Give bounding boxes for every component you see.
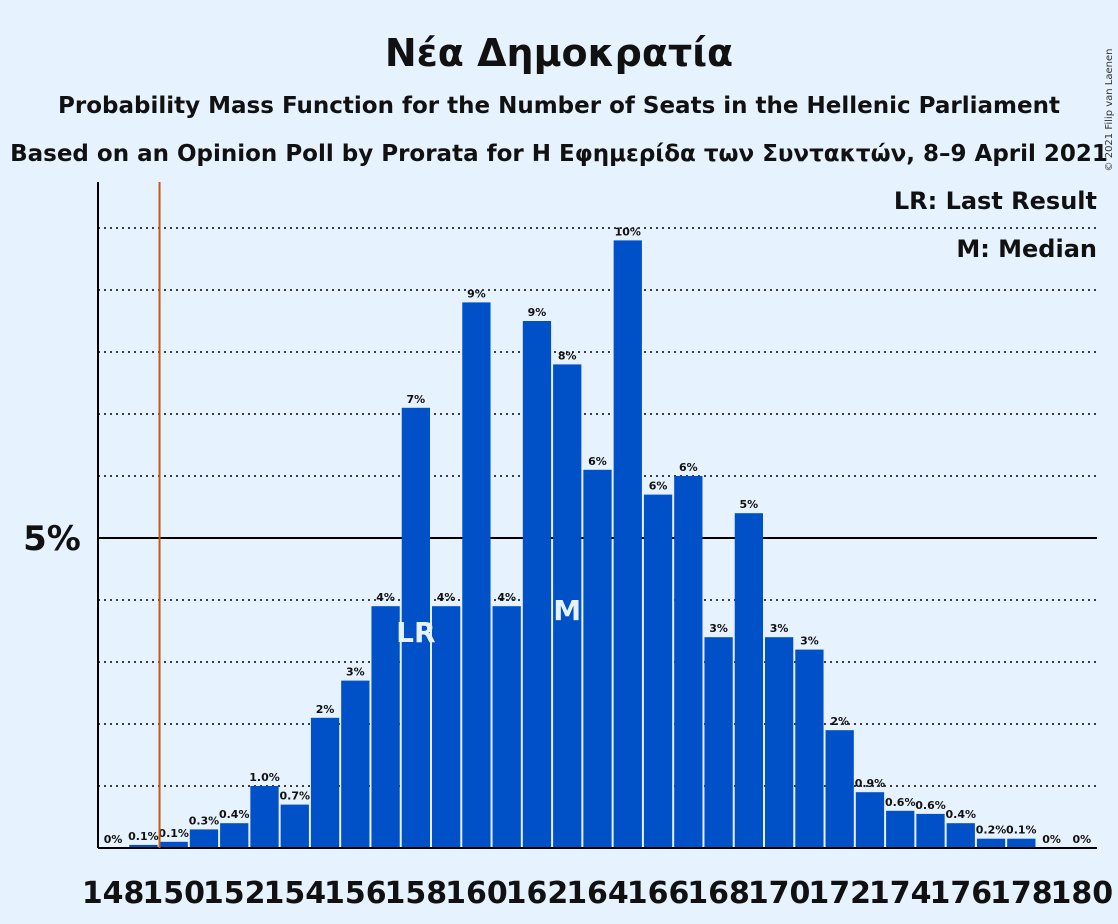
bar-170	[765, 637, 794, 848]
data-label-168: 3%	[709, 622, 728, 635]
bar-163	[553, 364, 582, 848]
bar-150	[159, 841, 188, 848]
x-tick-176: 176	[929, 876, 992, 911]
data-label-154: 0.7%	[280, 790, 311, 803]
bar-165	[613, 240, 642, 848]
bar-156	[341, 680, 370, 848]
x-tick-156: 156	[324, 876, 387, 911]
bar-166	[643, 494, 673, 848]
data-label-148: 0%	[104, 833, 123, 846]
bar-152	[220, 823, 249, 848]
data-label-173: 0.9%	[855, 777, 886, 790]
x-tick-152: 152	[203, 876, 266, 911]
data-label-179: 0%	[1042, 833, 1061, 846]
chart-subtitle-poll: Based on an Opinion Poll by Prorata for …	[10, 141, 1108, 167]
x-tick-158: 158	[385, 876, 448, 911]
x-tick-174: 174	[869, 876, 932, 911]
legend-median: M: Median	[956, 235, 1097, 263]
x-tick-180: 180	[1051, 876, 1114, 911]
chart-subtitle: Probability Mass Function for the Number…	[58, 93, 1060, 119]
bar-164	[583, 469, 612, 848]
bar-167	[674, 476, 703, 848]
x-tick-labels: 1481501521541561581601621641661681701721…	[82, 876, 1113, 911]
markers: LR M	[396, 594, 581, 649]
x-tick-150: 150	[142, 876, 205, 911]
data-label-176: 0.4%	[946, 808, 977, 821]
data-label-152: 0.4%	[219, 808, 250, 821]
bar-177	[976, 838, 1006, 848]
data-label-153: 1.0%	[249, 771, 280, 784]
data-label-162: 9%	[528, 306, 547, 319]
bars	[129, 240, 1036, 848]
bar-178	[1007, 838, 1036, 848]
y-tick-label: 5%	[23, 519, 81, 559]
data-label-166: 6%	[649, 480, 668, 493]
x-tick-166: 166	[627, 876, 690, 911]
data-label-175: 0.6%	[915, 799, 946, 812]
x-tick-170: 170	[748, 876, 811, 911]
data-labels: 0% 0.1% 0.1%0.3% 0.4%1.0%0.7%2%3%4%7%4%9%4%…	[104, 225, 1091, 846]
data-label-163: 8%	[558, 349, 577, 362]
last-result-marker: LR	[396, 616, 435, 649]
data-label-180: 0%	[1073, 833, 1092, 846]
median-marker: M	[553, 594, 581, 627]
bar-157	[371, 606, 400, 848]
x-tick-172: 172	[808, 876, 871, 911]
data-label-178: 0.1%	[1006, 824, 1037, 837]
bar-168	[704, 637, 733, 848]
bar-176	[946, 823, 975, 848]
bar-173	[855, 792, 885, 848]
axes	[97, 182, 1097, 849]
x-tick-168: 168	[687, 876, 750, 911]
data-label-174: 0.6%	[885, 796, 916, 809]
data-label-151: 0.3%	[189, 814, 220, 827]
data-label-158: 7%	[407, 393, 426, 406]
bar-149	[129, 844, 158, 848]
bar-160	[462, 302, 491, 848]
data-label-156: 3%	[346, 666, 365, 679]
data-label-150: 0.1%	[158, 827, 189, 840]
data-label-160: 9%	[467, 287, 486, 300]
chart-title: Νέα Δημοκρατία	[385, 31, 733, 75]
bar-175	[916, 813, 945, 848]
x-tick-178: 178	[990, 876, 1053, 911]
bar-162	[522, 321, 552, 848]
bar-161	[492, 606, 521, 848]
data-label-165: 10%	[615, 225, 641, 238]
data-label-177: 0.2%	[976, 824, 1007, 837]
bar-151	[189, 829, 219, 848]
bar-153	[250, 786, 279, 848]
data-label-171: 3%	[800, 635, 819, 648]
bar-159	[432, 606, 461, 848]
data-label-161: 4%	[497, 591, 516, 604]
data-label-172: 2%	[830, 715, 849, 728]
bar-154	[280, 804, 309, 848]
bar-158	[401, 407, 430, 848]
bar-155	[310, 717, 340, 848]
x-tick-148: 148	[82, 876, 145, 911]
data-label-155: 2%	[316, 703, 335, 716]
data-label-169: 5%	[740, 498, 759, 511]
legend-last-result: LR: Last Result	[894, 187, 1097, 215]
data-label-157: 4%	[376, 591, 395, 604]
x-tick-162: 162	[506, 876, 569, 911]
bar-169	[734, 513, 763, 848]
copyright-notice: © 2021 Filip van Laenen	[1104, 49, 1115, 172]
data-label-159: 4%	[437, 591, 456, 604]
data-label-149: 0.1%	[128, 830, 159, 843]
bar-172	[825, 730, 854, 848]
bar-174	[886, 810, 915, 848]
x-tick-160: 160	[445, 876, 508, 911]
data-label-164: 6%	[588, 455, 607, 468]
data-label-167: 6%	[679, 461, 698, 474]
x-tick-154: 154	[263, 876, 326, 911]
x-tick-164: 164	[566, 876, 629, 911]
data-label-170: 3%	[770, 622, 789, 635]
bar-171	[795, 649, 824, 848]
